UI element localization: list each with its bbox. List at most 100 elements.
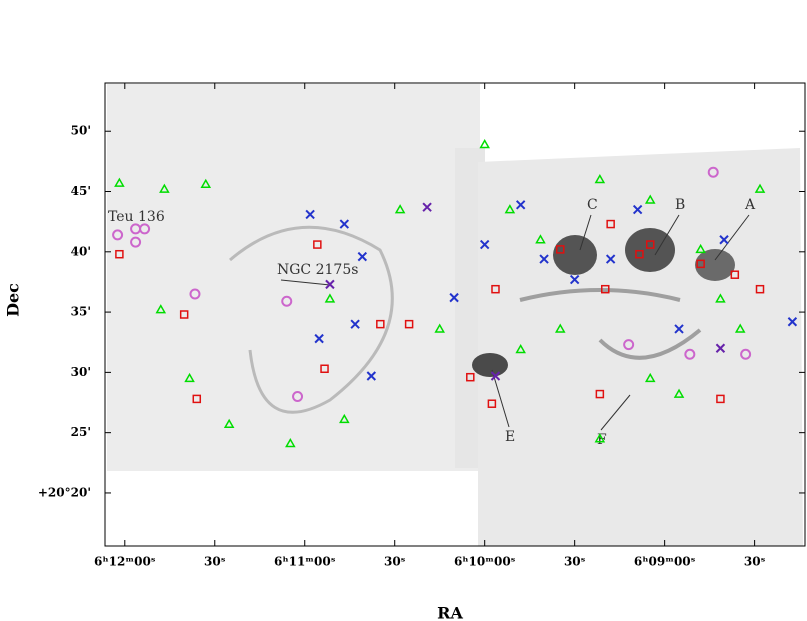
annotation-leader bbox=[491, 369, 510, 428]
cross-point bbox=[674, 324, 684, 334]
square-point bbox=[115, 249, 124, 259]
circle-point bbox=[740, 348, 752, 360]
cross-point bbox=[325, 279, 335, 290]
x-tick-label: 30ˢ bbox=[384, 555, 406, 569]
triangle-point bbox=[754, 183, 766, 193]
triangle-point bbox=[155, 304, 167, 314]
square-point bbox=[491, 284, 500, 294]
square-point bbox=[320, 364, 329, 374]
square-point bbox=[716, 394, 725, 404]
nebula-c bbox=[553, 235, 597, 275]
circle-point bbox=[707, 166, 719, 178]
triangle-point bbox=[159, 183, 170, 193]
annotation: A bbox=[744, 197, 756, 213]
triangle-point bbox=[554, 323, 566, 333]
annotation-leader bbox=[714, 214, 750, 261]
cross-point bbox=[422, 202, 432, 212]
x-tick-label: 30ˢ bbox=[744, 555, 766, 569]
square-point bbox=[645, 240, 655, 249]
cross-point bbox=[366, 371, 377, 381]
annotation: NGC 2175s bbox=[277, 262, 358, 278]
triangle-point bbox=[479, 138, 490, 149]
circle-point bbox=[139, 223, 151, 235]
cross-point bbox=[539, 254, 549, 264]
square-point bbox=[606, 219, 615, 229]
cross-point bbox=[490, 371, 501, 381]
triangle-point bbox=[285, 438, 296, 448]
nebula-e bbox=[472, 353, 508, 377]
triangle-point bbox=[535, 234, 546, 244]
triangle-point bbox=[434, 323, 445, 333]
cross-point bbox=[357, 251, 368, 262]
cross-point bbox=[350, 319, 360, 329]
annotation: C bbox=[587, 197, 598, 213]
square-point bbox=[466, 372, 475, 382]
triangle-point bbox=[673, 388, 685, 398]
circle-point bbox=[112, 229, 124, 241]
nebula-b bbox=[625, 228, 675, 272]
circle-point bbox=[281, 295, 293, 307]
y-tick-label: 25' bbox=[71, 425, 91, 439]
cross-point bbox=[339, 219, 350, 229]
triangle-point bbox=[734, 323, 746, 333]
square-point bbox=[635, 249, 644, 259]
square-point bbox=[696, 259, 705, 269]
circle-point bbox=[684, 348, 696, 360]
x-tick-label: 6ʰ11ᵐ00ˢ bbox=[274, 555, 336, 569]
plot-frame bbox=[104, 82, 806, 547]
y-tick-label: 35' bbox=[71, 305, 91, 319]
y-tick-label: 50' bbox=[71, 124, 91, 138]
triangle-point bbox=[339, 413, 350, 424]
annotation: F bbox=[597, 432, 607, 448]
triangle-point bbox=[223, 418, 235, 428]
x-tick-label: 6ʰ10ᵐ00ˢ bbox=[454, 555, 516, 569]
circle-point bbox=[623, 339, 635, 351]
annotation: B bbox=[675, 197, 685, 213]
cross-point bbox=[314, 333, 324, 344]
annotation-leader bbox=[579, 214, 592, 251]
triangle-point bbox=[504, 204, 516, 214]
annotation-leader bbox=[654, 214, 680, 256]
square-point bbox=[404, 319, 414, 329]
triangle-point bbox=[644, 372, 656, 383]
cross-point bbox=[715, 343, 726, 353]
y-tick-label: 45' bbox=[71, 184, 91, 198]
circle-point bbox=[189, 288, 201, 300]
annotation: E bbox=[505, 429, 515, 445]
cross-point bbox=[515, 200, 526, 210]
cross-point bbox=[787, 317, 798, 327]
cross-point bbox=[305, 209, 315, 220]
x-tick-label: 30ˢ bbox=[564, 555, 586, 569]
annotation-leader bbox=[280, 279, 331, 286]
sky-image bbox=[107, 84, 803, 546]
x-tick-label: 6ʰ12ᵐ00ˢ bbox=[94, 555, 156, 569]
triangle-point bbox=[594, 173, 606, 184]
shell bbox=[229, 225, 394, 414]
x-tick-label: 6ʰ09ᵐ00ˢ bbox=[634, 555, 696, 569]
x-tick-label: 30ˢ bbox=[204, 555, 226, 569]
circle-point bbox=[292, 390, 304, 402]
cross-point bbox=[605, 254, 616, 264]
triangle-point bbox=[394, 204, 406, 214]
square-point bbox=[179, 310, 189, 319]
triangle-point bbox=[515, 343, 526, 354]
square-point bbox=[601, 284, 610, 294]
triangle-point bbox=[715, 293, 726, 303]
cross-point bbox=[449, 292, 459, 303]
square-point bbox=[313, 240, 322, 249]
square-point bbox=[755, 284, 765, 294]
square-point bbox=[192, 394, 202, 404]
y-tick-label: 40' bbox=[71, 244, 91, 258]
y-axis-label: Dec bbox=[4, 283, 23, 317]
triangle-point bbox=[114, 177, 125, 187]
annotation-leader bbox=[600, 394, 631, 431]
y-tick-label: +20°20' bbox=[38, 485, 91, 499]
square-point bbox=[730, 270, 740, 279]
cross-point bbox=[479, 239, 490, 250]
triangle-point bbox=[594, 433, 606, 443]
nebula-a bbox=[695, 249, 735, 281]
circle-point bbox=[130, 236, 142, 248]
triangle-point bbox=[184, 372, 195, 383]
triangle-point bbox=[324, 293, 336, 303]
